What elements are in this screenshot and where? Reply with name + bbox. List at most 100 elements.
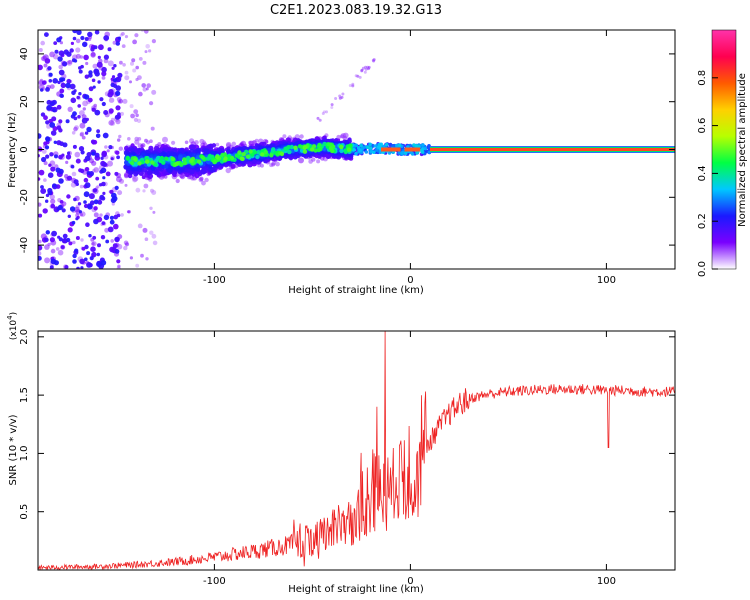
spectrogram-cell bbox=[43, 178, 47, 182]
spectrogram-cell bbox=[135, 263, 140, 268]
spectrogram-cell bbox=[269, 153, 274, 158]
spectrogram-cell bbox=[415, 151, 419, 155]
colorbar-tick-label: 0.4 bbox=[697, 165, 708, 181]
spectrogram-cell bbox=[279, 151, 285, 157]
spectrogram-cell bbox=[366, 145, 371, 150]
snr-frame bbox=[37, 330, 676, 571]
spectrogram-cell bbox=[145, 87, 149, 91]
spectrogram-cell bbox=[92, 188, 98, 193]
spectrogram-cell bbox=[149, 230, 154, 235]
spectrogram-cell bbox=[208, 164, 213, 169]
spectrogram-cell bbox=[120, 213, 124, 217]
spectrogram-cell bbox=[275, 161, 280, 167]
spectrogram-cell bbox=[75, 38, 81, 44]
spectrogram-cell bbox=[58, 178, 64, 184]
page-title: C2E1.2023.083.19.32.G13 bbox=[270, 3, 442, 18]
y-tick-label: 2.0 bbox=[19, 329, 30, 345]
spectrogram-cell bbox=[58, 119, 63, 124]
spectrogram-cell bbox=[343, 132, 349, 139]
spectrogram-cell bbox=[149, 139, 153, 143]
spectrogram-cell bbox=[52, 78, 58, 84]
spectrogram-cell bbox=[141, 83, 146, 88]
colorbar-label: Normalized spectral amplitude bbox=[737, 73, 748, 227]
spectrogram-cell bbox=[134, 33, 139, 38]
spectrogram-cell bbox=[57, 56, 63, 62]
spectrogram-cell bbox=[151, 89, 157, 95]
spectrogram-cell bbox=[341, 92, 345, 96]
spectrogram-cell bbox=[102, 132, 109, 139]
spectrogram-cell bbox=[82, 100, 88, 107]
spectrogram-cell bbox=[93, 103, 97, 108]
spectrogram-cell bbox=[248, 149, 253, 154]
spectrogram-cell bbox=[110, 239, 114, 243]
spectrogram-cell bbox=[76, 30, 82, 35]
spectrogram-cell bbox=[54, 164, 59, 169]
spectrogram-cell bbox=[149, 206, 153, 210]
spectrogram-cell bbox=[286, 145, 291, 150]
spectrogram-cell bbox=[41, 80, 47, 85]
spectrogram-cell bbox=[150, 160, 155, 165]
spectrogram-cell bbox=[420, 150, 425, 154]
spectrogram-cell bbox=[89, 256, 94, 261]
spectrogram-cell bbox=[107, 160, 113, 167]
spectrogram-cell bbox=[56, 104, 62, 110]
spectrogram-cell bbox=[43, 161, 48, 166]
y-tick-label: 0 bbox=[19, 146, 30, 152]
spectrogram-cell bbox=[67, 214, 72, 218]
spectrogram-cell bbox=[38, 255, 42, 261]
spectrogram-panel: -100 0 100 -40 -20 0 20 40 Height of straight l… bbox=[7, 29, 676, 296]
spectrogram-cell bbox=[38, 64, 43, 71]
spectrogram-cell bbox=[102, 176, 106, 180]
spectrogram-cell bbox=[95, 133, 101, 139]
spectrogram-cell bbox=[101, 71, 107, 77]
spectrogram-cell bbox=[40, 40, 45, 46]
spectrogram-cell bbox=[131, 58, 136, 63]
spectrogram-cell bbox=[339, 148, 344, 154]
spectrogram-cell bbox=[83, 94, 90, 100]
spectrogram-cell bbox=[161, 160, 166, 165]
spectrogram-cell bbox=[118, 146, 124, 151]
spectrogram-cell bbox=[73, 206, 80, 213]
spectrogram-cell bbox=[93, 45, 98, 50]
spectrogram-cell bbox=[136, 147, 142, 154]
spectrogram-cell bbox=[40, 188, 47, 195]
spectrogram-cell bbox=[72, 111, 77, 117]
spectrogram-cell bbox=[71, 171, 77, 177]
y-tick-label: 0.5 bbox=[19, 504, 30, 520]
spectrogram-cell bbox=[108, 120, 114, 126]
spectrogram-cell bbox=[97, 199, 103, 205]
spectrogram-cell bbox=[60, 94, 64, 98]
spectrogram-cell bbox=[43, 115, 48, 121]
spectrogram-cell bbox=[51, 230, 57, 237]
colorbar-tick-label: 0.6 bbox=[697, 118, 708, 134]
spectrogram-cell bbox=[97, 80, 101, 84]
spectrogram-cell bbox=[126, 210, 130, 214]
spectrogram-cell bbox=[93, 206, 98, 211]
spectrogram-cell bbox=[58, 69, 65, 76]
spectrogram-cell bbox=[114, 185, 119, 190]
spectrogram-cell bbox=[142, 227, 148, 233]
spectrogram-cell bbox=[104, 145, 108, 149]
spectrogram-cell bbox=[87, 31, 93, 38]
spectrogram-cell bbox=[94, 30, 100, 35]
snr-panel: -100 0 100 0.5 1.0 1.5 2.0 Height of straight … bbox=[6, 312, 676, 595]
spectrogram-cell bbox=[248, 140, 252, 145]
spectrogram-cell bbox=[260, 152, 265, 157]
spectrogram-cell bbox=[93, 212, 99, 218]
spectrogram-cell bbox=[137, 223, 143, 229]
spectrogram-cell bbox=[58, 64, 63, 70]
spectrogram-cell bbox=[50, 166, 56, 172]
spectrogram-cell bbox=[45, 154, 50, 159]
spectrogram-cell bbox=[364, 65, 367, 69]
spectrogram-cell bbox=[116, 176, 122, 183]
spectrogram-cell bbox=[220, 152, 225, 158]
colorbar-ticks: 0.0 0.2 0.4 0.6 0.8 bbox=[697, 29, 737, 277]
spectrogram-cell bbox=[135, 77, 139, 82]
spectrogram-cell bbox=[96, 61, 103, 68]
spectrogram-cell bbox=[81, 117, 88, 124]
spectrogram-cell bbox=[44, 257, 51, 264]
spectrogram-cell bbox=[211, 143, 217, 148]
spectrogram-cell bbox=[124, 183, 128, 187]
spectrogram-cell bbox=[330, 106, 334, 109]
spectrogram-cell bbox=[66, 78, 72, 84]
